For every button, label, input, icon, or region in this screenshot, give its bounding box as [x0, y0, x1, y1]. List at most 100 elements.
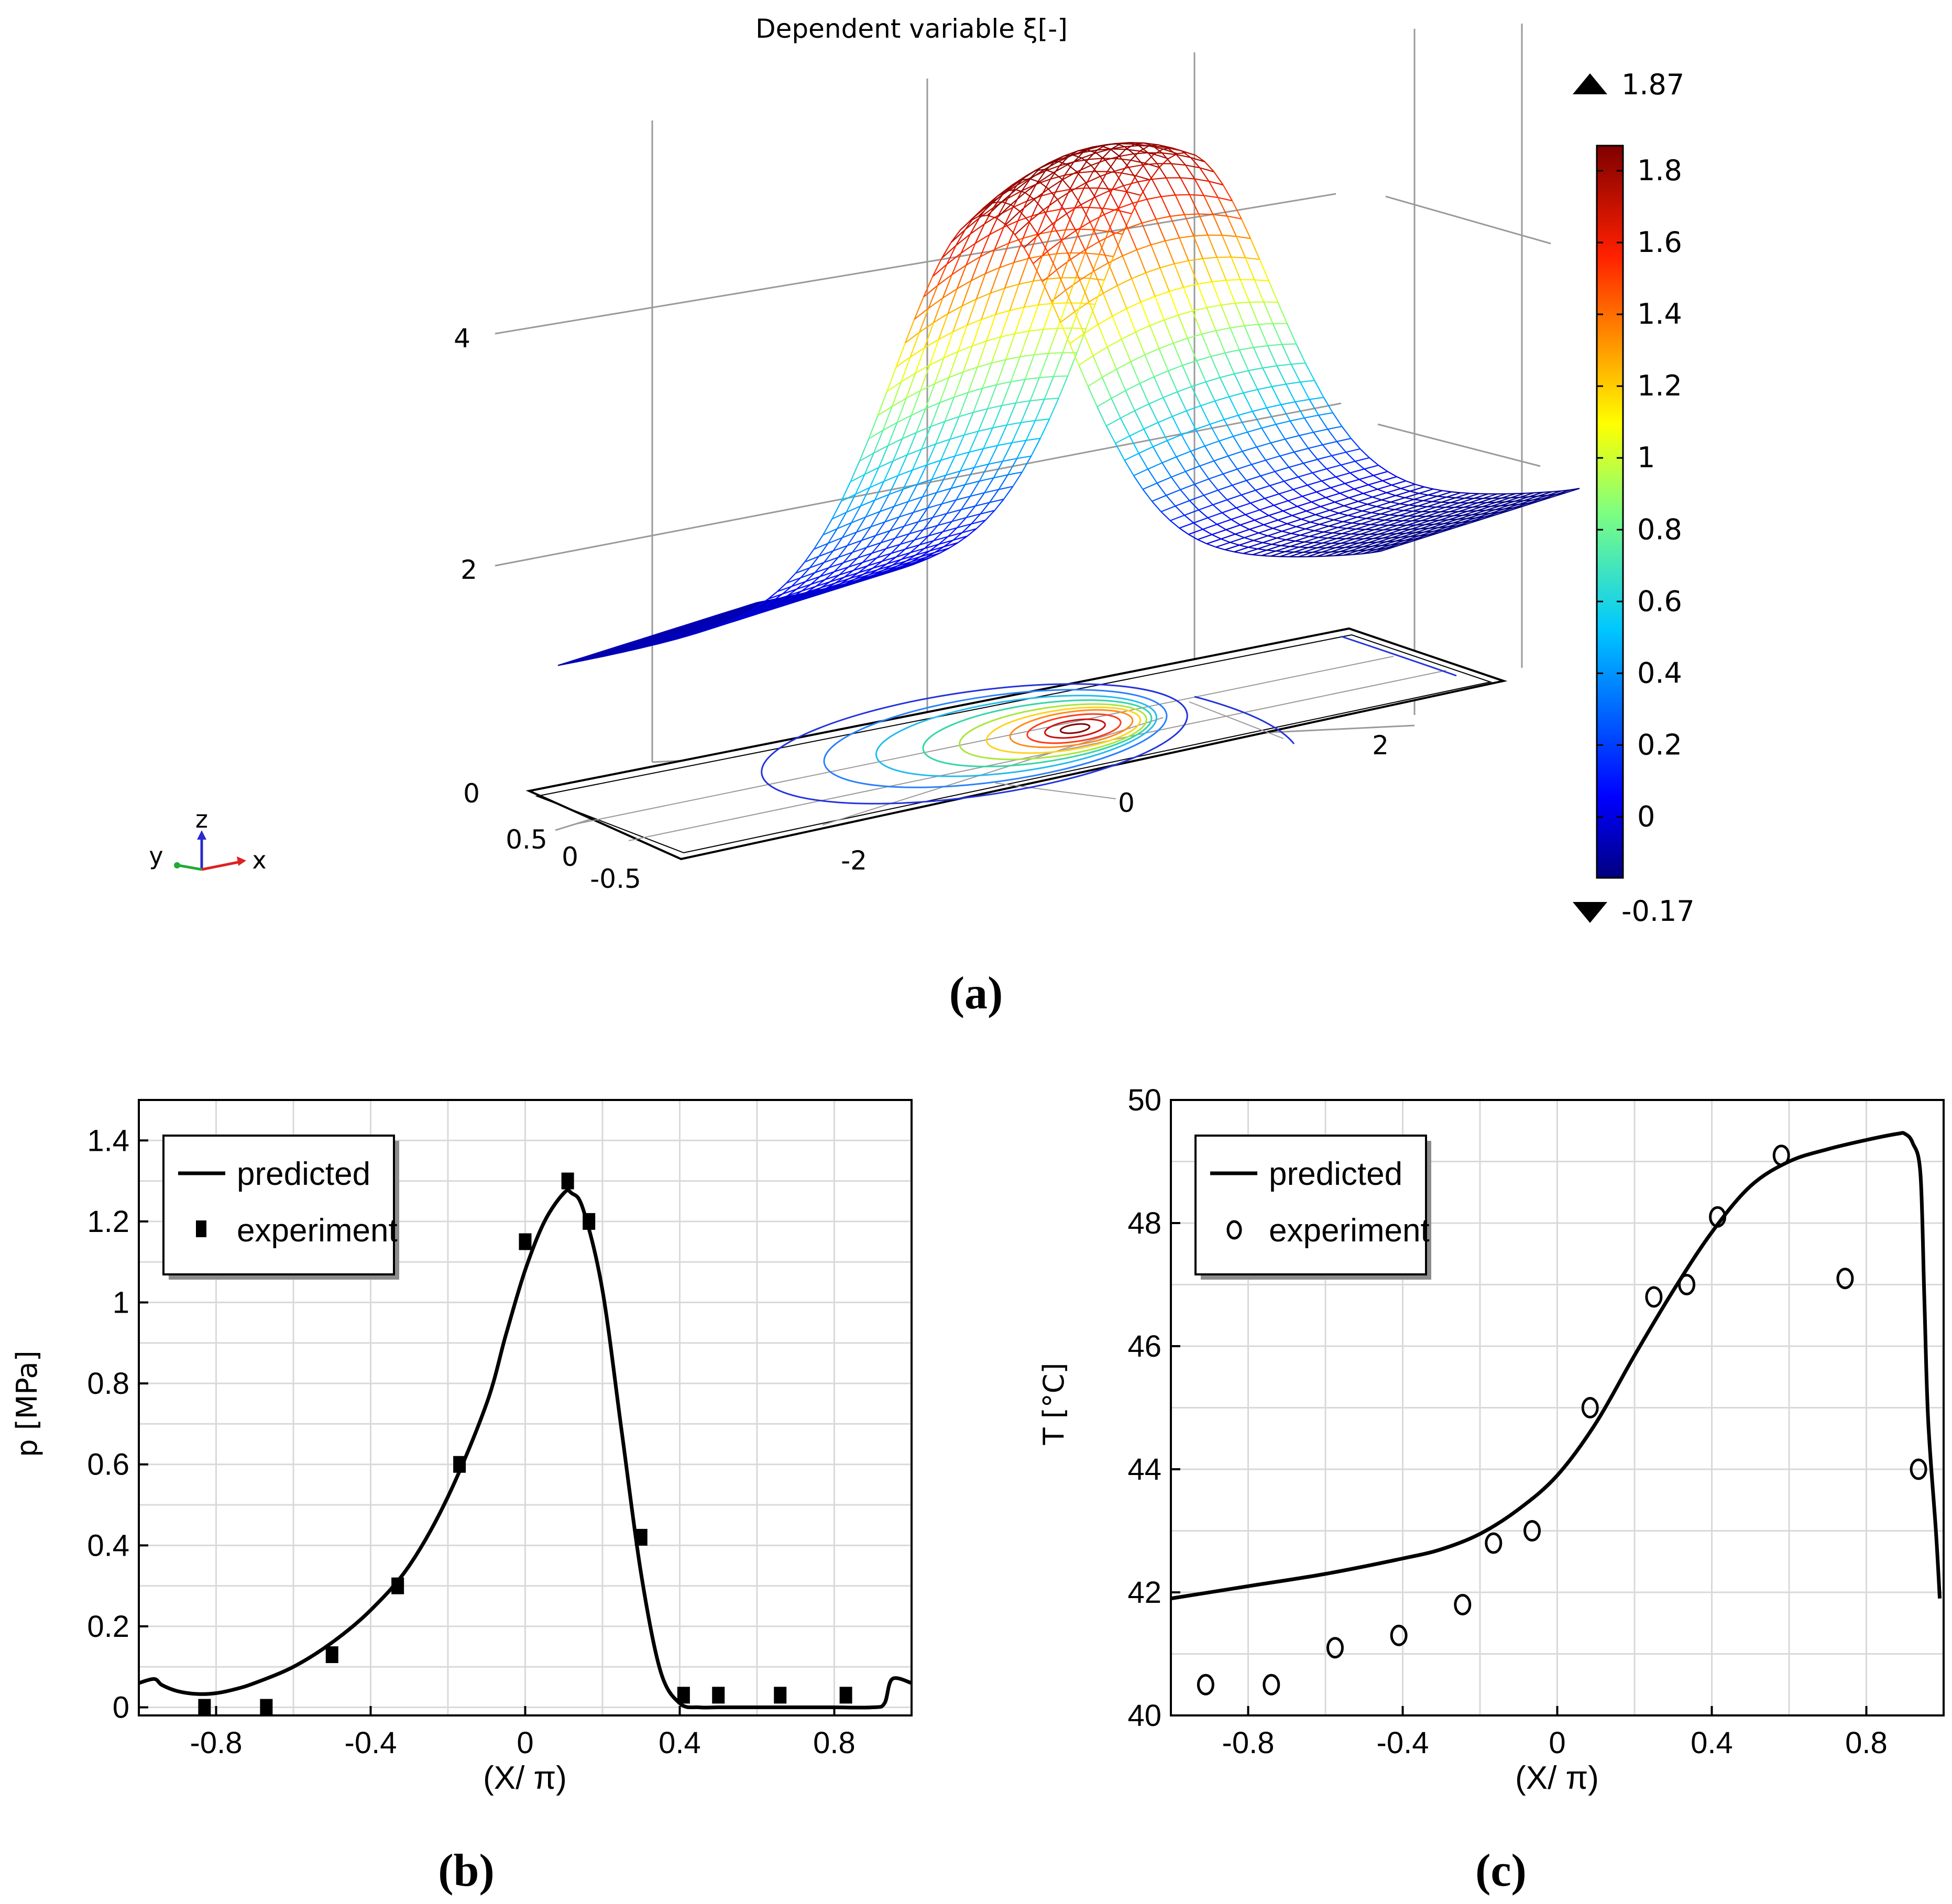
mesh-line — [1209, 424, 1220, 442]
colorbar-tick-label: 0.8 — [1637, 513, 1682, 546]
mesh-line — [699, 622, 709, 625]
mesh-line — [1172, 147, 1182, 151]
mesh-line — [958, 535, 968, 543]
mesh-line — [761, 609, 771, 613]
mesh-line — [711, 623, 721, 626]
triad-y-label: y — [149, 842, 163, 870]
mesh-line — [818, 543, 829, 557]
mesh-line — [1143, 428, 1154, 447]
mesh-line — [994, 499, 1004, 511]
surface-contour-lines — [761, 635, 1457, 805]
mesh-line — [949, 416, 960, 440]
mesh-line — [1369, 457, 1379, 466]
mesh-line — [829, 574, 840, 582]
mesh-line — [896, 560, 907, 567]
mesh-line — [960, 234, 971, 254]
mesh-line — [752, 603, 761, 606]
mesh-line — [1157, 422, 1168, 441]
mesh-line — [673, 634, 683, 637]
mesh-line — [1441, 501, 1451, 503]
mesh-line — [1385, 508, 1395, 510]
mesh-line — [1285, 383, 1296, 402]
mesh-line — [970, 256, 981, 281]
mesh-line — [988, 195, 999, 206]
mesh-line — [923, 517, 934, 530]
mesh-line — [1103, 256, 1114, 281]
mesh-line — [1433, 530, 1443, 532]
mesh-line — [906, 554, 916, 562]
mesh-line — [1396, 476, 1407, 482]
mesh-line — [657, 632, 667, 635]
mesh-line — [760, 606, 770, 612]
experiment-point — [260, 1699, 273, 1716]
pressure-legend: predicted experiment — [162, 1135, 399, 1280]
mesh-line — [674, 631, 684, 635]
mesh-line — [1160, 511, 1171, 521]
mesh-line — [999, 243, 1010, 268]
mesh-line — [1050, 165, 1060, 180]
mesh-line — [1253, 347, 1264, 368]
experiment-point — [198, 1699, 211, 1716]
mesh-line — [1310, 521, 1320, 525]
x-tick-label: 0.4 — [659, 1726, 701, 1760]
mesh-line — [1158, 348, 1169, 371]
mesh-line — [1377, 488, 1387, 493]
mesh-line — [950, 230, 961, 243]
mesh-line — [1419, 534, 1429, 537]
mesh-line — [904, 512, 914, 527]
mesh-line — [1035, 399, 1045, 421]
mesh-line — [1090, 164, 1101, 177]
mesh-line — [1044, 376, 1055, 400]
mesh-line — [1199, 466, 1210, 480]
mesh-line — [1372, 496, 1382, 501]
mesh-line — [850, 460, 860, 482]
mesh-line — [1413, 510, 1422, 512]
mesh-line — [871, 542, 882, 554]
mesh-line — [903, 564, 913, 569]
mesh-line — [1504, 507, 1514, 510]
mesh-line — [1074, 311, 1085, 334]
x-tick-label: -0.8 — [1222, 1726, 1275, 1760]
mesh-line — [1195, 155, 1205, 162]
mesh-line — [1184, 514, 1194, 524]
mesh-line — [827, 587, 837, 592]
mesh-line — [1358, 479, 1369, 486]
mesh-line — [1259, 259, 1269, 281]
mesh-line — [832, 537, 843, 552]
mesh-line — [998, 474, 1008, 490]
mesh-line — [1198, 214, 1209, 236]
mesh-line — [1025, 420, 1036, 441]
mesh-line — [1122, 256, 1133, 279]
mesh-line — [1080, 278, 1091, 304]
mesh-line — [1405, 497, 1414, 500]
mesh-line — [933, 531, 944, 541]
mesh-line — [1004, 262, 1015, 289]
mesh-line — [892, 438, 903, 461]
mesh-line — [895, 548, 906, 558]
mesh-line — [1354, 460, 1365, 470]
mesh-line — [1019, 331, 1030, 357]
mesh-line — [849, 572, 859, 579]
mesh-line — [1385, 546, 1395, 549]
mesh-line — [1069, 343, 1080, 366]
mesh-line — [615, 645, 624, 648]
mesh-line — [883, 460, 894, 482]
mesh-line — [1050, 301, 1061, 323]
mesh-line — [1023, 247, 1034, 264]
mesh-line — [1075, 230, 1085, 250]
mesh-line — [1495, 508, 1505, 511]
mesh-line — [745, 611, 755, 617]
mesh-line — [747, 613, 756, 618]
mesh-line — [1054, 155, 1064, 162]
mesh-line — [1271, 386, 1282, 405]
mesh-line — [1272, 323, 1283, 345]
mesh-line — [959, 452, 970, 472]
mesh-line — [665, 633, 675, 636]
x-tick-label: -0.8 — [190, 1726, 243, 1760]
mesh-line — [1225, 529, 1236, 535]
experiment-point — [774, 1687, 787, 1704]
mesh-line — [836, 583, 846, 589]
mesh-line — [1198, 509, 1209, 519]
mesh-line — [1170, 163, 1181, 178]
mesh-line — [1290, 364, 1301, 382]
